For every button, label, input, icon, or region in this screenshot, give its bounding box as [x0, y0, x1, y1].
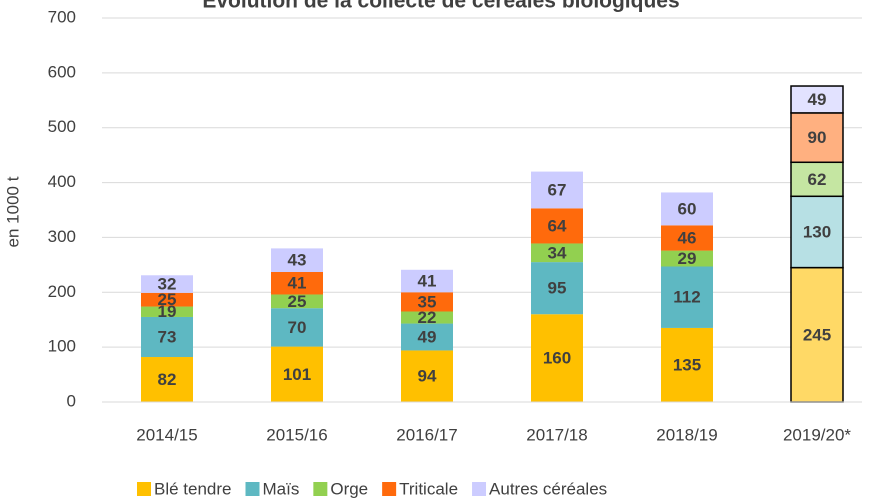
legend-label: Maïs	[263, 479, 300, 498]
bar-segment	[271, 294, 323, 309]
data-label: 34	[548, 243, 567, 262]
bar-segment	[141, 357, 193, 402]
bar-segment	[790, 161, 844, 198]
bar-segment	[401, 269, 453, 293]
bar-segment	[790, 195, 844, 269]
x-tick-label: 2019/20*	[783, 425, 851, 444]
legend-label: Triticale	[399, 479, 458, 498]
data-label: 62	[808, 170, 827, 189]
data-label: 25	[288, 292, 307, 311]
data-label: 41	[418, 272, 437, 291]
data-label: 90	[808, 128, 827, 147]
bar-segment	[531, 171, 583, 209]
bar-segment	[661, 266, 713, 328]
legend-label: Orge	[330, 479, 368, 498]
y-axis-label: en 1000 t	[3, 176, 22, 247]
bar-segment	[531, 243, 583, 263]
data-label: 29	[678, 249, 697, 268]
data-label: 112	[673, 288, 700, 307]
data-label: 160	[543, 349, 571, 368]
data-label: 49	[418, 327, 437, 346]
legend-label: Blé tendre	[154, 479, 232, 498]
x-tick-label: 2015/16	[266, 425, 327, 444]
y-tick-label: 600	[48, 62, 76, 81]
bar-segment	[401, 311, 453, 324]
data-label: 46	[678, 228, 697, 247]
x-tick-label: 2018/19	[656, 425, 717, 444]
data-label: 64	[548, 216, 567, 235]
data-label: 73	[158, 327, 177, 346]
y-tick-label: 700	[48, 7, 76, 26]
bar-segment	[531, 314, 583, 402]
legend-swatch	[313, 482, 328, 496]
y-tick-label: 300	[48, 227, 76, 246]
bar-segment	[401, 323, 453, 351]
data-label: 95	[548, 279, 567, 298]
y-tick-label: 400	[48, 172, 76, 191]
bar-segment	[661, 225, 713, 251]
data-label: 41	[288, 274, 307, 293]
bar-segment	[790, 85, 844, 114]
bar-segment	[271, 271, 323, 295]
data-label: 32	[158, 275, 177, 294]
data-label: 49	[808, 90, 827, 109]
bar-segment	[531, 262, 583, 315]
data-label: 43	[288, 251, 307, 270]
x-tick-label: 2017/18	[526, 425, 587, 444]
data-label: 130	[803, 222, 831, 241]
bar-segment	[401, 292, 453, 312]
data-label: 35	[418, 292, 437, 311]
y-tick-label: 200	[48, 282, 76, 301]
legend-swatch	[245, 482, 260, 496]
bar-segment	[531, 208, 583, 244]
bar-segment	[790, 266, 844, 403]
x-tick-label: 2014/15	[136, 425, 197, 444]
data-label: 82	[158, 370, 177, 389]
data-label: 245	[803, 325, 831, 344]
data-label: 19	[158, 302, 177, 321]
bar-segment	[141, 306, 193, 317]
data-label: 94	[418, 367, 437, 386]
data-label: 101	[283, 365, 311, 384]
bar-segment	[661, 327, 713, 402]
data-label: 60	[678, 199, 697, 218]
bar-segment	[661, 250, 713, 267]
legend-swatch	[382, 482, 397, 496]
x-tick-label: 2016/17	[396, 425, 457, 444]
legend-label: Autres céréales	[489, 479, 607, 498]
bar-segment	[141, 275, 193, 293]
bar-segment	[271, 346, 323, 402]
legend-swatch	[137, 482, 151, 496]
bar-segment	[271, 308, 323, 347]
legend-swatch	[472, 482, 487, 496]
bar-segment	[141, 316, 193, 358]
bar-segment	[401, 350, 453, 402]
data-label: 135	[673, 355, 701, 374]
chart-title: Évolution de la collecte de céréales bio…	[202, 0, 679, 13]
y-tick-label: 500	[48, 117, 76, 136]
bar-segment	[141, 292, 193, 307]
data-label: 70	[288, 318, 307, 337]
data-label: 67	[548, 180, 567, 199]
bar-segment	[661, 192, 713, 226]
data-label: 25	[158, 290, 177, 309]
y-tick-label: 100	[48, 337, 76, 356]
data-label: 22	[418, 308, 437, 327]
y-tick-label: 0	[67, 391, 76, 410]
bar-segment	[271, 248, 323, 272]
